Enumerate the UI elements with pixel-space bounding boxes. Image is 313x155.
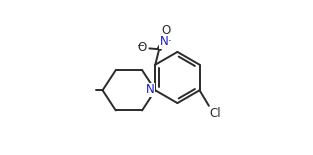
- Text: O: O: [137, 41, 147, 54]
- Text: Cl: Cl: [210, 107, 221, 120]
- Text: N: N: [146, 83, 155, 96]
- Text: O: O: [161, 24, 171, 37]
- Text: +: +: [163, 36, 171, 45]
- Text: N: N: [160, 35, 169, 48]
- Text: −: −: [136, 41, 145, 51]
